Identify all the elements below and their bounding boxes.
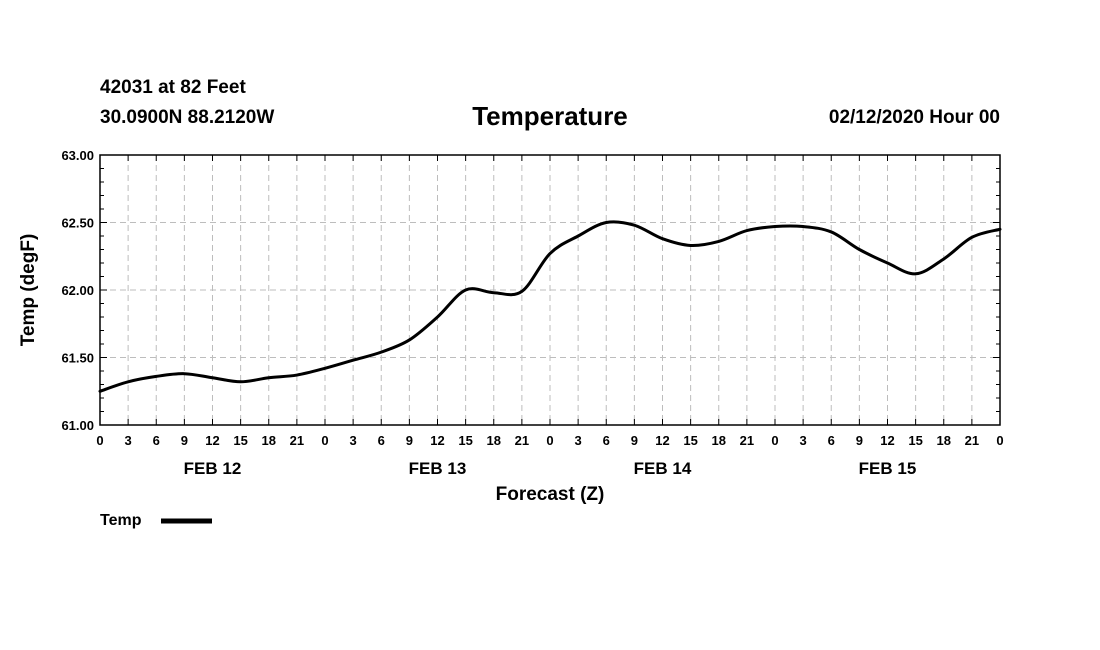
- x-tick-label: 3: [125, 433, 132, 448]
- x-tick-label: 3: [350, 433, 357, 448]
- legend-label: Temp: [100, 512, 142, 529]
- day-label: FEB 13: [409, 459, 467, 478]
- x-tick-label: 9: [181, 433, 188, 448]
- y-tick-label: 61.50: [61, 351, 94, 366]
- temp-series-line: [98, 220, 1002, 393]
- x-tick-label: 12: [205, 433, 219, 448]
- x-tick-label: 12: [430, 433, 444, 448]
- x-tick-label: 6: [153, 433, 160, 448]
- x-tick-label: 18: [262, 433, 276, 448]
- day-label: FEB 14: [634, 459, 692, 478]
- x-tick-label: 0: [996, 433, 1003, 448]
- x-tick-label: 3: [800, 433, 807, 448]
- x-tick-label: 0: [321, 433, 328, 448]
- x-tick-label: 3: [575, 433, 582, 448]
- x-tick-label: 6: [828, 433, 835, 448]
- label-layer: 0 3 6 9 12 15 18 21 0 3 6 9 12 15 18 21 0 3 6 9 12 15 18 21 0 3 6 9…: [61, 148, 1003, 478]
- y-tick-label: 63.00: [61, 148, 94, 163]
- station-id: 42031 at 82 Feet: [100, 77, 246, 98]
- chart-title: Temperature: [472, 101, 628, 131]
- x-tick-label: 21: [515, 433, 529, 448]
- x-tick-label: 15: [683, 433, 697, 448]
- x-tick-label: 9: [406, 433, 413, 448]
- x-tick-label: 18: [487, 433, 501, 448]
- tick-layer: [99, 154, 1001, 426]
- y-tick-label: 62.50: [61, 216, 94, 231]
- grid-layer: [100, 155, 1000, 425]
- forecast-run-time: 02/12/2020 Hour 00: [828, 107, 1000, 128]
- y-tick-label: 61.00: [61, 418, 94, 433]
- x-tick-label: 21: [290, 433, 304, 448]
- x-tick-label: 12: [880, 433, 894, 448]
- x-tick-label: 21: [740, 433, 754, 448]
- x-tick-label: 0: [546, 433, 553, 448]
- x-tick-label: 21: [965, 433, 979, 448]
- day-label: FEB 12: [184, 459, 242, 478]
- x-tick-label: 9: [631, 433, 638, 448]
- x-tick-label: 6: [603, 433, 610, 448]
- x-tick-label: 0: [96, 433, 103, 448]
- y-tick-label: 62.00: [61, 283, 94, 298]
- x-tick-label: 6: [378, 433, 385, 448]
- y-axis-title: Temp (degF): [18, 234, 39, 347]
- x-tick-label: 18: [712, 433, 726, 448]
- x-tick-label: 15: [233, 433, 247, 448]
- day-label: FEB 15: [859, 459, 917, 478]
- x-tick-label: 0: [771, 433, 778, 448]
- x-axis-title: Forecast (Z): [496, 484, 605, 505]
- x-tick-label: 15: [458, 433, 472, 448]
- station-coordinates: 30.0900N 88.2120W: [100, 107, 275, 128]
- x-tick-label: 15: [908, 433, 922, 448]
- x-tick-label: 18: [937, 433, 951, 448]
- x-tick-label: 9: [856, 433, 863, 448]
- x-tick-label: 12: [655, 433, 669, 448]
